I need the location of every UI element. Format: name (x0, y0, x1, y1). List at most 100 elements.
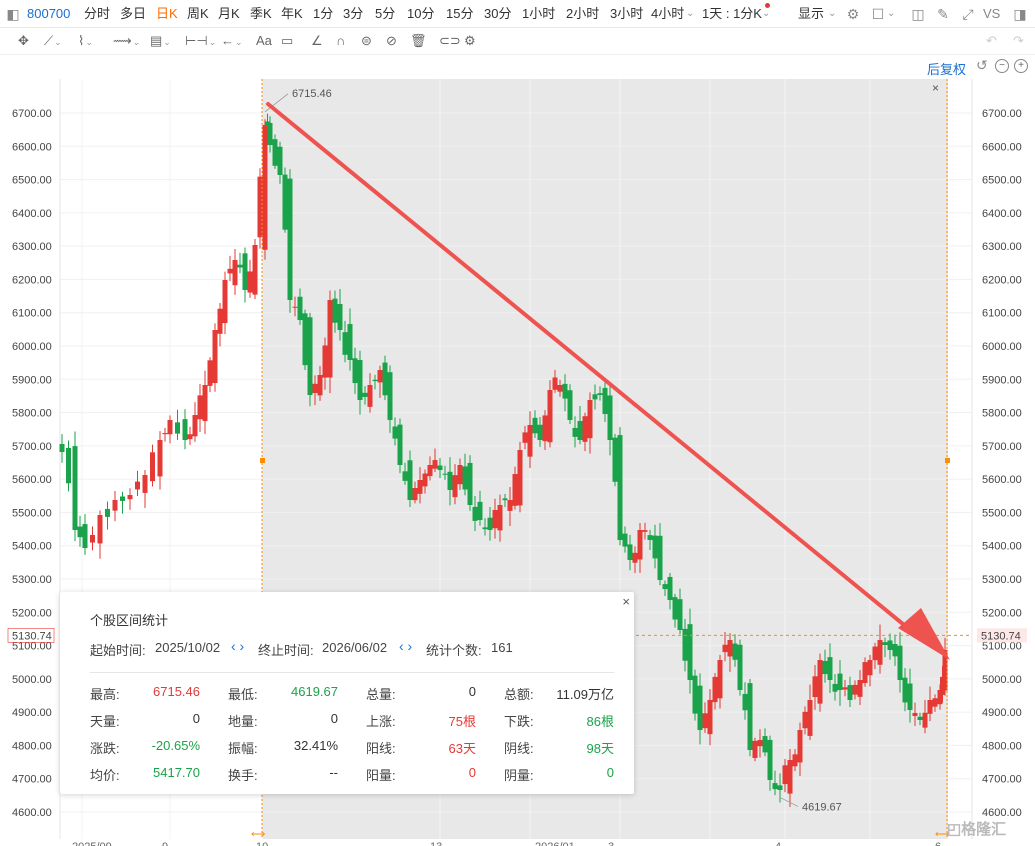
candle-body (242, 253, 248, 290)
tab-period-10[interactable]: 10分 (407, 6, 435, 21)
y-tick-left: 6300.00 (12, 241, 52, 253)
adjust-mode-button[interactable]: 后复权 (927, 62, 967, 77)
trend-arrow[interactable] (266, 102, 952, 736)
reset-icon[interactable]: ↺ (976, 57, 988, 73)
range-start-marker[interactable]: ⟷ (251, 829, 265, 840)
text-tool-icon[interactable]: Aa (256, 33, 272, 48)
arrow-left-tool-icon[interactable]: ←⌄ (221, 33, 243, 48)
tab-period-7[interactable]: 1分 (313, 6, 334, 21)
display-menu[interactable]: 显示 (798, 6, 825, 21)
tab-period-2[interactable]: 日K (156, 6, 178, 21)
tab-period-6[interactable]: 年K (281, 6, 303, 21)
tab-period-12[interactable]: 30分 (484, 6, 512, 21)
chevron-down-icon[interactable]: ⌄ (686, 8, 695, 19)
candle-body (747, 683, 753, 750)
symbol-code[interactable]: 800700 (27, 6, 71, 21)
y-tick-right: 5900.00 (982, 374, 1022, 386)
link-tool-icon[interactable]: ⊂⊃ (439, 33, 461, 48)
zoom-in-icon[interactable]: + (1014, 59, 1028, 73)
candle-body (532, 417, 538, 434)
chevron-down-icon[interactable]: ⌄ (762, 8, 771, 19)
trend-arrow-head[interactable] (898, 608, 950, 660)
candle-body (582, 416, 588, 442)
candle-body (587, 400, 593, 439)
tab-period-13[interactable]: 1小时 (522, 6, 556, 21)
tab-period-3[interactable]: 周K (187, 6, 209, 21)
angle-tool-icon[interactable]: ∠ (311, 33, 323, 48)
move-tool-icon[interactable]: ✥ (18, 33, 29, 48)
candle-body (317, 375, 323, 396)
tab-period-9[interactable]: 5分 (375, 6, 396, 21)
pencil-icon[interactable]: ✎ (937, 6, 949, 22)
current-price-tag-right (977, 628, 1027, 643)
range-end-marker[interactable]: ⟷ (935, 829, 949, 840)
camera-icon[interactable]: ◫ (911, 6, 925, 22)
selection-close-icon[interactable]: × (932, 81, 939, 95)
stat-label: 下跌: (504, 714, 534, 729)
tab-period-11[interactable]: 15分 (446, 6, 474, 21)
candle-body (367, 385, 373, 407)
candle-body (277, 146, 283, 175)
tab-period-16[interactable]: 4小时 (651, 6, 685, 21)
measure-tool-icon[interactable]: ⊢⊣⌄ (185, 33, 217, 48)
candle-body (512, 473, 518, 506)
candle-body (727, 640, 733, 657)
trend-arrow-shaft[interactable] (266, 102, 922, 640)
y-tick-left: 4800.00 (12, 740, 52, 752)
stat-value: 0 (468, 765, 476, 780)
candle-body (72, 446, 78, 530)
sidebar-toggle-icon[interactable]: ◨ (1013, 6, 1027, 22)
fib-tool-icon[interactable]: ▤⌄ (150, 33, 171, 48)
redo-icon[interactable]: ↷ (1013, 33, 1024, 48)
magnet-tool-icon[interactable]: ∩ (336, 33, 346, 48)
fullscreen-icon[interactable]: ⤢ (962, 6, 974, 22)
candle-body (387, 372, 393, 420)
tab-period-8[interactable]: 3分 (343, 6, 364, 21)
undo-icon[interactable]: ↶ (986, 33, 997, 48)
chevron-down-icon[interactable]: ⌄ (828, 8, 837, 19)
tab-period-14[interactable]: 2小时 (566, 6, 600, 21)
stats-close-icon[interactable]: × (622, 594, 630, 609)
lock-tool-icon[interactable]: ⊜ (361, 33, 372, 48)
tab-period-5[interactable]: 季K (250, 6, 272, 21)
trash-icon[interactable]: 🗑 (410, 33, 427, 48)
candle-body (120, 496, 125, 501)
candle-body (617, 435, 623, 540)
chevron-down-icon[interactable]: ⌄ (887, 8, 896, 19)
selection-end-handle[interactable] (945, 458, 950, 463)
layout-icon[interactable]: ◧ (6, 6, 20, 22)
x-tick-label: 6 (935, 841, 941, 846)
candle-body (742, 693, 748, 711)
segment-tool-icon[interactable]: ⟋⌄ (44, 33, 62, 48)
y-tick-right: 5400.00 (982, 541, 1022, 553)
stat-value: 0 (468, 684, 476, 699)
tab-period-0[interactable]: 分时 (84, 6, 111, 21)
start-time-adjust-icon[interactable]: ‹ › (231, 638, 245, 654)
candle-body (762, 736, 768, 753)
combo-period-select[interactable]: 1天 : 1分K (702, 6, 762, 21)
watermark-logo: ◰格隆汇 (947, 821, 1007, 838)
tab-period-15[interactable]: 3小时 (610, 6, 644, 21)
vs-button[interactable]: VS (983, 6, 1001, 21)
gear-icon[interactable]: ⚙ (846, 6, 860, 22)
candle-body (552, 377, 558, 390)
ray-tool-icon[interactable]: ⌇⌄ (78, 33, 93, 48)
zoom-out-icon[interactable]: − (995, 59, 1009, 73)
tab-period-4[interactable]: 月K (218, 6, 240, 21)
candle-body (702, 713, 708, 729)
candle-body (612, 437, 618, 482)
end-time-adjust-icon[interactable]: ‹ › (399, 638, 413, 654)
candle-body (687, 624, 693, 680)
comment-tool-icon[interactable]: ▭ (281, 33, 294, 48)
selection-start-handle[interactable] (260, 458, 265, 463)
hide-tool-icon[interactable]: ⊘ (386, 33, 397, 48)
gear-icon[interactable]: ⚙ (464, 33, 476, 48)
chart-subbar: 后复权 ↺ − + (0, 55, 1035, 79)
candle-body (787, 760, 793, 794)
candle-body (337, 304, 343, 330)
tab-period-1[interactable]: 多日 (120, 6, 147, 21)
wave-tool-icon[interactable]: ⟿⌄ (113, 33, 141, 48)
y-tick-left: 5700.00 (12, 441, 52, 453)
square-icon[interactable]: ☐ (871, 6, 885, 22)
low-leader-line (779, 797, 799, 807)
